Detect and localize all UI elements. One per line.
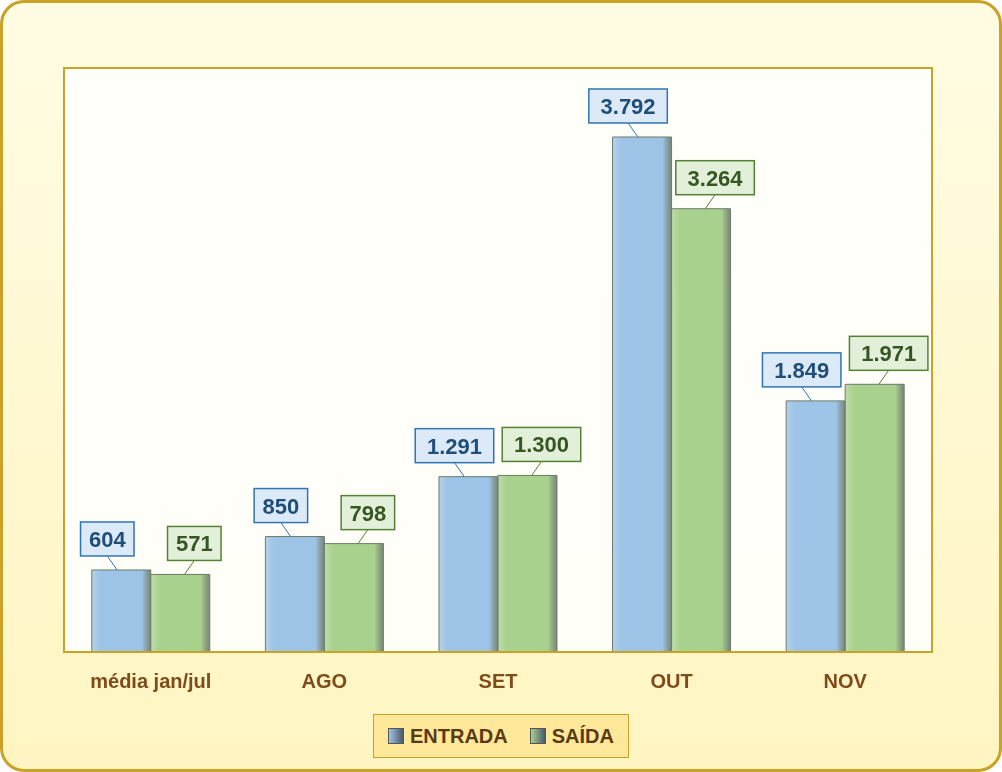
svg-text:SET: SET (479, 670, 518, 692)
svg-text:798: 798 (350, 501, 387, 526)
svg-text:média jan/jul: média jan/jul (90, 670, 211, 692)
svg-text:850: 850 (263, 494, 300, 519)
svg-text:3.264: 3.264 (688, 166, 744, 191)
svg-text:571: 571 (176, 531, 213, 556)
html-text:SAÍDA: SAÍDA (551, 724, 614, 747)
svg-text:1.291: 1.291 (427, 434, 482, 459)
svg-text:604: 604 (89, 527, 126, 552)
svg-text:OUT: OUT (650, 670, 692, 692)
svg-text:1.300: 1.300 (514, 432, 569, 457)
svg-text:1.971: 1.971 (861, 341, 916, 366)
html-text:ENTRADA: ENTRADA (410, 724, 508, 747)
svg-text:NOV: NOV (824, 670, 868, 692)
svg-text:3.792: 3.792 (601, 94, 656, 119)
svg-text:1.849: 1.849 (774, 358, 829, 383)
svg-text:AGO: AGO (302, 670, 348, 692)
